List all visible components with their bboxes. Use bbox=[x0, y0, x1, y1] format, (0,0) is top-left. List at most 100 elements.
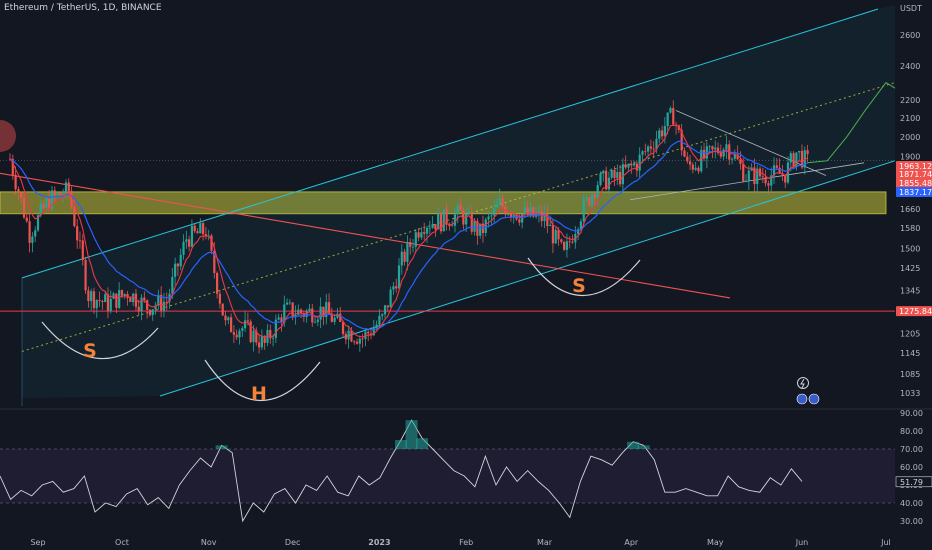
candle-body bbox=[638, 154, 641, 171]
candle-body bbox=[241, 328, 244, 331]
candle-body bbox=[392, 286, 395, 290]
price-tick-label: 1033 bbox=[900, 389, 920, 398]
candle-body bbox=[70, 190, 73, 207]
candle-body bbox=[775, 165, 778, 168]
candle-body bbox=[202, 223, 205, 235]
candle-body bbox=[355, 341, 359, 344]
marker-circle bbox=[0, 120, 16, 152]
candle-body bbox=[174, 263, 177, 277]
candle-body bbox=[353, 341, 356, 343]
pattern-label: S bbox=[572, 275, 586, 297]
candle-body bbox=[120, 290, 124, 296]
price-tick-label: 1345 bbox=[900, 287, 920, 296]
rsi-tick-label: 60.00 bbox=[900, 463, 923, 472]
candle-body bbox=[730, 158, 734, 160]
candle-body bbox=[73, 206, 76, 227]
candle-body bbox=[557, 229, 560, 240]
candle-body bbox=[602, 170, 605, 174]
candle-body bbox=[798, 150, 801, 153]
candle-body bbox=[669, 107, 672, 113]
candle-body bbox=[213, 250, 216, 273]
candle-body bbox=[160, 294, 163, 311]
candle-body bbox=[98, 300, 101, 301]
candle-body bbox=[686, 156, 689, 162]
candle-body bbox=[644, 151, 647, 153]
candle-body bbox=[577, 229, 580, 234]
candle-body bbox=[409, 242, 412, 247]
projection-line bbox=[807, 81, 895, 164]
candle-body bbox=[697, 167, 700, 172]
price-label-text: 1837.17 bbox=[899, 188, 932, 197]
candle-body bbox=[532, 207, 535, 217]
price-tick-label: 1900 bbox=[900, 153, 920, 162]
candle-body bbox=[283, 304, 286, 323]
candle-body bbox=[417, 232, 420, 238]
candle-body bbox=[618, 172, 622, 185]
candle-body bbox=[87, 290, 90, 302]
candle-body bbox=[437, 213, 440, 230]
candle-body bbox=[593, 194, 597, 198]
candle-body bbox=[753, 167, 756, 185]
rsi-tick-label: 40.00 bbox=[900, 499, 923, 508]
candle-body bbox=[465, 213, 468, 225]
rsi-pane[interactable] bbox=[0, 408, 932, 523]
candle-body bbox=[221, 303, 224, 316]
candle-body bbox=[381, 314, 384, 316]
candle-body bbox=[313, 321, 317, 323]
candle-body bbox=[739, 159, 742, 164]
candle-body bbox=[772, 165, 776, 176]
candle-body bbox=[204, 234, 208, 237]
candle-body bbox=[711, 146, 714, 150]
candle-body bbox=[123, 294, 126, 296]
candle-body bbox=[487, 216, 490, 220]
candle-body bbox=[367, 331, 370, 334]
candle-body bbox=[795, 152, 798, 168]
candle-body bbox=[299, 309, 303, 314]
price-tick-label: 2600 bbox=[900, 31, 920, 40]
price-label-text: 1963.12 bbox=[899, 162, 932, 171]
candle-body bbox=[325, 302, 328, 318]
flash-icon bbox=[797, 377, 809, 389]
time-tick-label: Dec bbox=[285, 538, 300, 547]
pattern-annotations[interactable]: S H S bbox=[0, 120, 820, 405]
descending-trend-line bbox=[0, 172, 731, 299]
time-tick-label: Sep bbox=[30, 538, 45, 547]
candle-body bbox=[456, 205, 459, 215]
candle-body bbox=[375, 324, 378, 329]
candle-body bbox=[800, 150, 804, 168]
candle-body bbox=[736, 154, 739, 160]
candle-body bbox=[42, 203, 45, 209]
time-tick-label: Feb bbox=[459, 538, 473, 547]
candle-body bbox=[277, 317, 280, 320]
candle-body bbox=[34, 230, 37, 237]
pattern-arc bbox=[527, 257, 641, 296]
candle-body bbox=[227, 317, 230, 321]
rsi-overbought-fill bbox=[637, 445, 650, 449]
channel-lower-line bbox=[159, 160, 895, 397]
candle-body bbox=[302, 313, 305, 317]
candle-body bbox=[115, 293, 118, 308]
candle-body bbox=[386, 305, 389, 308]
candle-body bbox=[610, 169, 613, 178]
candle-body bbox=[185, 239, 188, 242]
price-label-text: 1275.84 bbox=[899, 307, 932, 316]
candle-body bbox=[383, 305, 387, 315]
candle-body bbox=[688, 161, 692, 165]
rsi-tick-label: 30.00 bbox=[900, 517, 923, 526]
candle-body bbox=[582, 199, 585, 222]
candle-body bbox=[106, 294, 110, 312]
candle-body bbox=[64, 182, 68, 196]
candle-body bbox=[218, 293, 222, 304]
candle-body bbox=[257, 342, 261, 348]
price-tick-label: 1145 bbox=[900, 349, 920, 358]
candle-body bbox=[420, 232, 423, 238]
candle-body bbox=[453, 214, 457, 226]
candle-body bbox=[459, 205, 462, 211]
candle-body bbox=[339, 313, 342, 322]
candle-body bbox=[140, 297, 143, 312]
candle-body bbox=[263, 336, 266, 343]
candle-body bbox=[551, 224, 555, 244]
candle-body bbox=[104, 294, 107, 302]
candle-body bbox=[378, 315, 381, 325]
